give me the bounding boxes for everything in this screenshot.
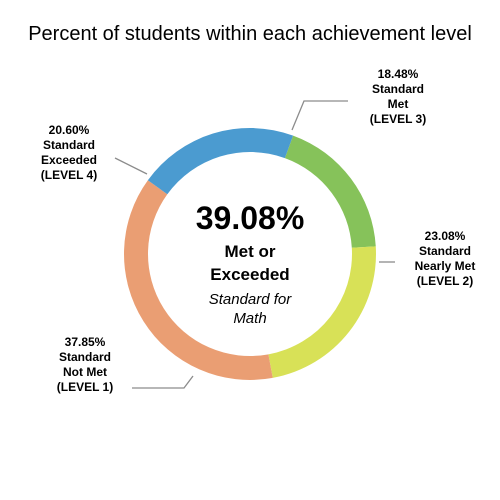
leader-level-4-exceeded — [114, 157, 148, 175]
label-line: Standard — [419, 244, 471, 258]
label-level-4-exceeded: 20.60% Standard Exceeded (LEVEL 4) — [41, 123, 97, 182]
label-line: 23.08% — [425, 229, 466, 243]
center-value: 39.08% — [196, 200, 305, 236]
label-line: Met — [388, 97, 409, 111]
leader-level-1-not-met — [132, 375, 194, 389]
leader-lines — [114, 100, 395, 389]
label-line: (LEVEL 4) — [41, 168, 97, 182]
label-line: 37.85% — [65, 335, 106, 349]
label-line: 18.48% — [378, 67, 419, 81]
label-line: 20.60% — [49, 123, 90, 137]
label-line: Standard — [59, 350, 111, 364]
slice-labels: 18.48% Standard Met (LEVEL 3)23.08% Standard… — [41, 67, 476, 394]
slice-level-2-nearly-met — [268, 246, 376, 378]
label-line: Nearly Met — [415, 259, 476, 273]
leader-level-3-met — [291, 100, 348, 131]
center-line-4: Math — [233, 310, 266, 327]
label-line: (LEVEL 3) — [370, 112, 426, 126]
label-line: Not Met — [63, 365, 107, 379]
label-line: Exceeded — [41, 153, 97, 167]
label-line: (LEVEL 1) — [57, 380, 113, 394]
label-line: Standard — [43, 138, 95, 152]
slice-level-3-met — [284, 135, 376, 248]
center-line-3: Standard for — [209, 291, 293, 308]
center-line-1: Met or — [225, 242, 276, 261]
center-line-2: Exceeded — [210, 265, 289, 284]
label-level-1-not-met: 37.85% Standard Not Met (LEVEL 1) — [57, 335, 113, 394]
center-text: 39.08% Met or Exceeded Standard for Math — [196, 200, 305, 327]
label-level-2-nearly-met: 23.08% Standard Nearly Met (LEVEL 2) — [415, 229, 476, 288]
slice-level-1-not-met — [123, 180, 273, 381]
chart-title: Percent of students within each achievem… — [28, 23, 472, 45]
slice-level-4-exceeded — [147, 127, 294, 195]
label-line: (LEVEL 2) — [417, 274, 473, 288]
donut-slices — [123, 127, 376, 381]
label-level-3-met: 18.48% Standard Met (LEVEL 3) — [370, 67, 426, 126]
label-line: Standard — [372, 82, 424, 96]
